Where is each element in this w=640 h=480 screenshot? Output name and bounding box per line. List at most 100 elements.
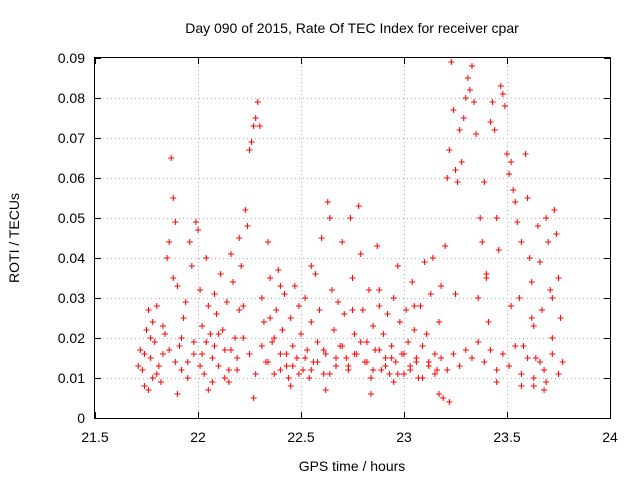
data-point (460, 115, 467, 121)
data-point (155, 363, 162, 369)
data-point (141, 351, 148, 357)
data-point (271, 371, 278, 377)
data-point (250, 123, 257, 129)
data-point (205, 303, 212, 309)
x-tick-label: 23 (396, 429, 412, 445)
data-point (370, 367, 377, 373)
y-tick-label: 0 (77, 410, 85, 426)
data-point (493, 215, 500, 221)
data-point (221, 375, 228, 381)
data-point (151, 339, 158, 345)
data-point (368, 391, 375, 397)
data-point (162, 331, 169, 337)
x-tick-label: 22 (190, 429, 206, 445)
data-point (489, 99, 496, 105)
data-point (417, 303, 424, 309)
data-point (481, 359, 488, 365)
data-point (219, 327, 226, 333)
data-point (508, 303, 515, 309)
data-point (499, 91, 506, 97)
data-point (320, 347, 327, 353)
data-point (227, 347, 234, 353)
data-point (234, 367, 241, 373)
data-point (203, 339, 210, 345)
data-point (180, 315, 187, 321)
data-point (213, 311, 220, 317)
data-point (170, 275, 177, 281)
data-point (322, 351, 329, 357)
data-point (504, 151, 510, 157)
data-point (289, 363, 296, 369)
data-point (386, 371, 393, 377)
data-point (520, 343, 527, 349)
data-point (349, 307, 356, 313)
data-point (407, 367, 414, 373)
data-point (458, 159, 465, 165)
data-point (176, 343, 183, 349)
data-point (532, 355, 539, 361)
data-point (225, 379, 232, 385)
data-points (135, 59, 566, 405)
data-point (197, 287, 204, 293)
data-point (199, 323, 206, 329)
axis-ticks (95, 58, 611, 419)
data-point (429, 255, 436, 261)
data-point (374, 243, 381, 249)
data-point (403, 307, 410, 313)
x-tick-label: 24 (602, 429, 618, 445)
x-tick-label: 21.5 (81, 429, 108, 445)
data-point (166, 239, 173, 245)
data-point (258, 343, 265, 349)
data-point (300, 367, 307, 373)
data-point (534, 223, 541, 229)
data-point (452, 167, 459, 173)
data-point (497, 83, 504, 89)
data-point (438, 283, 445, 289)
data-point (174, 391, 181, 397)
data-point (522, 151, 529, 157)
data-point (168, 155, 175, 161)
data-point (308, 263, 315, 269)
data-point (279, 327, 286, 333)
data-point (553, 231, 560, 237)
y-tick-label: 0.05 (58, 210, 85, 226)
data-point (260, 319, 267, 325)
data-point (481, 179, 488, 185)
data-point (452, 291, 459, 297)
data-point (339, 239, 346, 245)
data-point (254, 99, 261, 105)
data-point (184, 359, 191, 365)
data-point (466, 87, 473, 93)
data-point (510, 187, 517, 193)
data-point (335, 299, 342, 305)
data-point (211, 291, 218, 297)
data-point (304, 347, 311, 353)
data-point (431, 351, 438, 357)
data-point (145, 387, 152, 393)
data-point (444, 175, 451, 181)
data-point (287, 315, 294, 321)
data-point (512, 199, 519, 205)
data-point (376, 347, 383, 353)
data-point (283, 363, 290, 369)
data-point (347, 215, 354, 221)
data-point (302, 295, 309, 301)
data-point (328, 287, 335, 293)
data-point (314, 359, 321, 365)
data-point (295, 303, 302, 309)
data-point (244, 223, 251, 229)
data-point (543, 379, 550, 385)
data-point (493, 379, 500, 385)
data-point (436, 319, 443, 325)
data-point (326, 371, 333, 377)
x-axis-label: GPS time / hours (299, 458, 406, 474)
data-point (250, 395, 257, 401)
data-point (454, 179, 461, 185)
data-point (166, 347, 173, 353)
data-point (256, 123, 263, 129)
data-point (157, 379, 164, 385)
data-point (514, 219, 521, 225)
chart-title: Day 090 of 2015, Rate Of TEC Index for r… (185, 20, 519, 36)
data-point (289, 343, 296, 349)
